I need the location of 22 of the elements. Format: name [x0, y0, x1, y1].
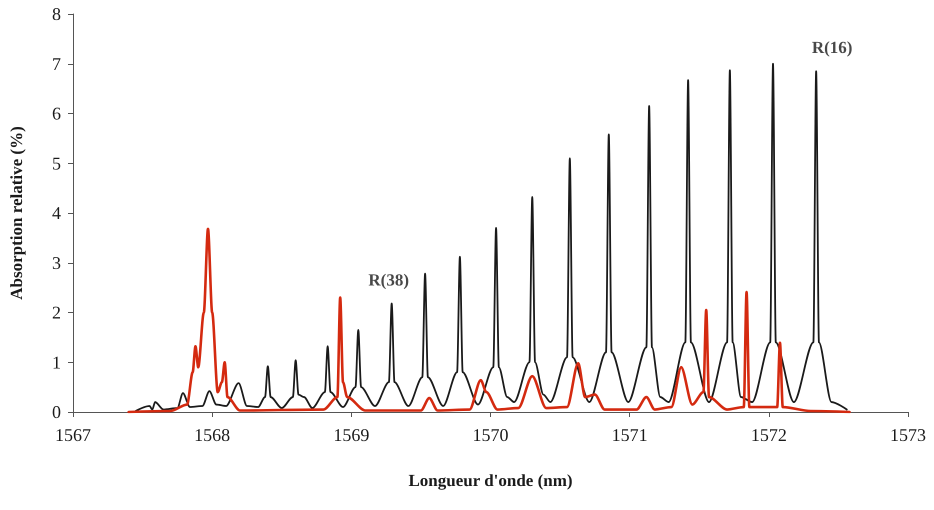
line-series [134, 62, 848, 412]
line-series [127, 228, 851, 414]
annotation: R(38) [368, 270, 409, 290]
y-tick-label: 8 [52, 4, 61, 24]
y-tick-label: 6 [52, 104, 61, 124]
x-tick-label: 1567 [55, 425, 91, 445]
x-axis-title: Longueur d'onde (nm) [408, 471, 573, 490]
y-tick-label: 7 [52, 54, 61, 74]
y-axis-title: Absorption relative (%) [7, 126, 26, 300]
y-tick-label: 3 [52, 252, 61, 273]
y-tick-label: 5 [52, 153, 61, 174]
x-tick-label: 1568 [194, 425, 230, 445]
y-tick-label: 2 [52, 302, 61, 322]
x-tick-label: 1570 [472, 425, 508, 445]
y-tick-label: 0 [52, 402, 61, 422]
annotation: R(16) [812, 38, 852, 58]
x-tick-label: 1573 [890, 425, 926, 445]
y-tick-label: 4 [52, 203, 61, 223]
x-tick-label: 1572 [750, 425, 787, 445]
x-tick-label: 1569 [333, 425, 370, 445]
y-tick-label: 1 [52, 352, 61, 372]
x-tick-label: 1571 [612, 425, 648, 445]
